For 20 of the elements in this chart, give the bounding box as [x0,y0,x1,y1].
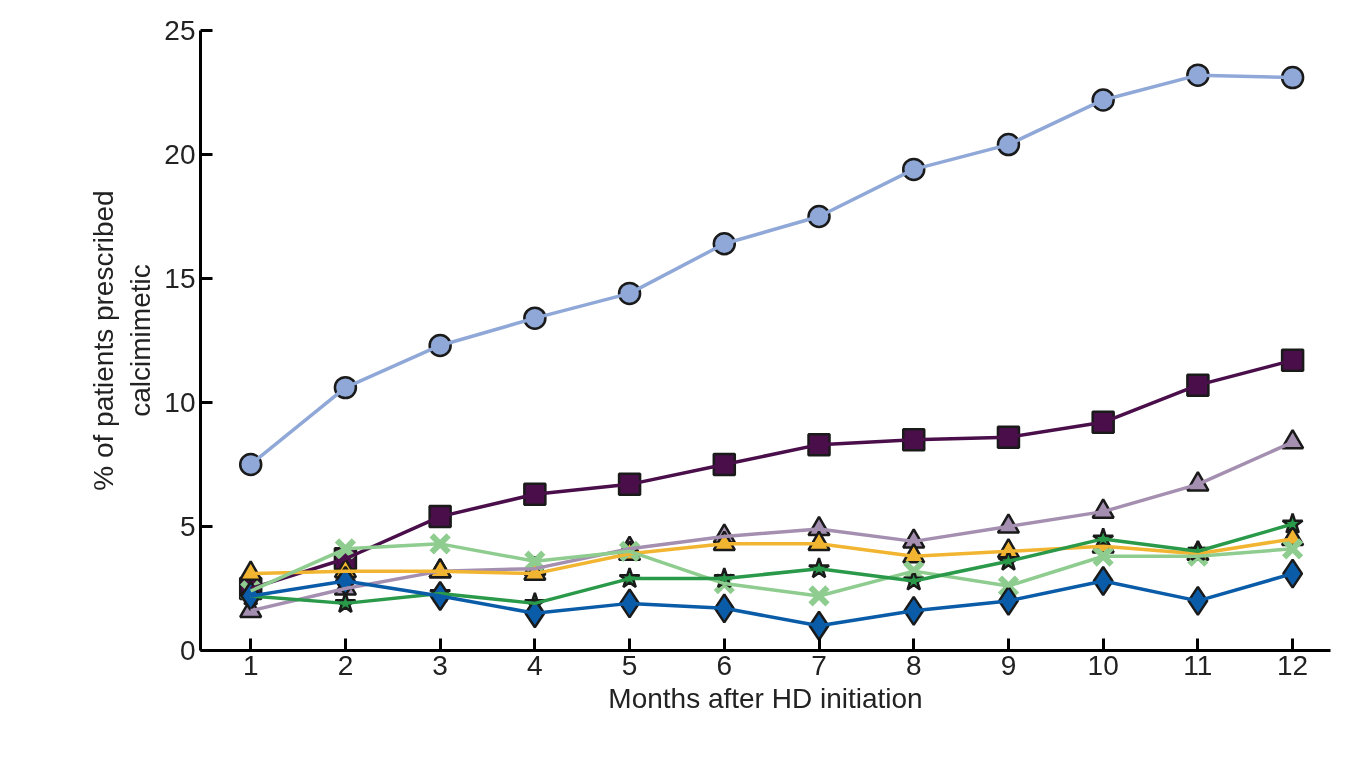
y-tick-label: 15 [164,263,196,294]
x-tick-label: 9 [1000,649,1017,681]
y-tick-label: 5 [179,511,196,542]
x-tick-label: 1 [242,649,259,681]
x-tick-label: 11 [1183,649,1213,681]
x-tick-label: 4 [527,649,543,681]
x-axis-title: Months after HD initiation [608,682,923,714]
x-tick-label: 7 [811,649,827,681]
y-axis-title: % of patients prescribed calcimimetic [88,190,157,491]
x-tick-label: 8 [905,649,922,681]
x-tick-label: 5 [621,649,638,681]
x-tick-label: 6 [716,649,733,681]
x-tick-label: 2 [337,649,354,681]
y-tick-label: 0 [179,635,196,666]
y-tick-label: 25 [164,15,196,46]
x-tick-label: 12 [1277,649,1309,681]
x-tick-label: 3 [432,649,448,681]
y-tick-label: 10 [164,387,196,418]
x-tick-label: 10 [1087,649,1119,681]
y-tick-label: 20 [164,139,196,170]
